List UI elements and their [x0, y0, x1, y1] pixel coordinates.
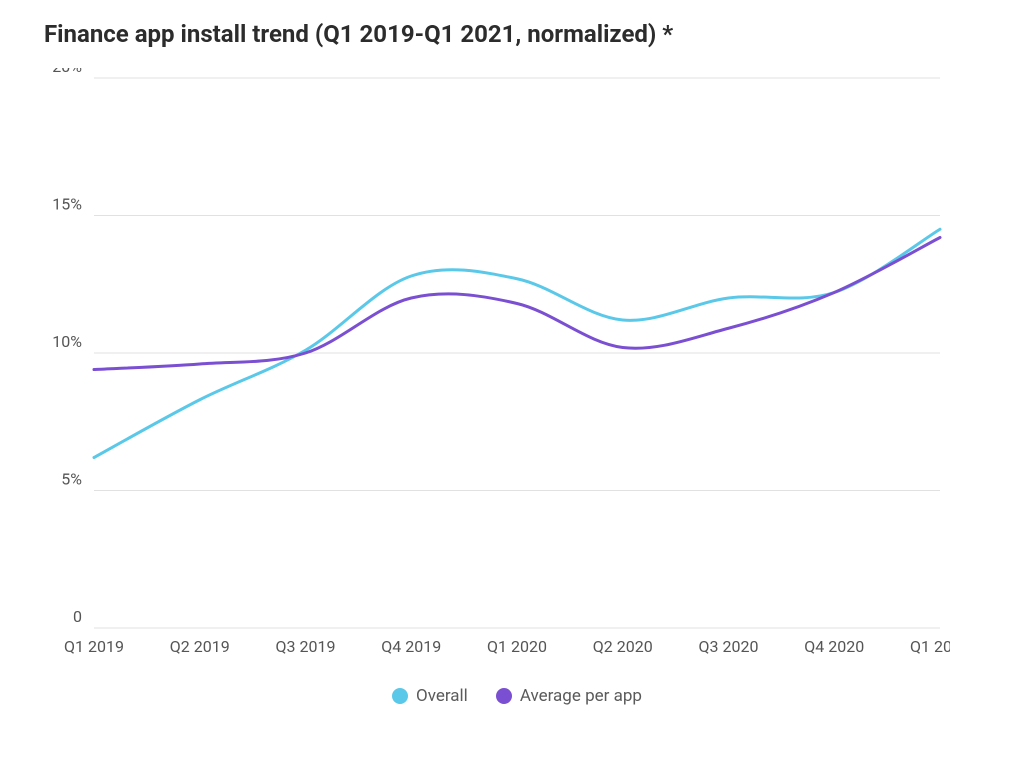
svg-text:5%: 5% — [61, 470, 82, 489]
svg-text:Q1 2020: Q1 2020 — [487, 637, 547, 656]
svg-text:Q4 2020: Q4 2020 — [804, 637, 864, 656]
legend-item-overall: Overall — [392, 686, 468, 706]
legend-label-overall: Overall — [416, 686, 468, 706]
chart-legend: Overall Average per app — [40, 686, 994, 706]
svg-text:Q3 2019: Q3 2019 — [276, 637, 336, 656]
legend-dot-avg — [496, 688, 512, 704]
svg-text:Q2 2019: Q2 2019 — [170, 637, 230, 656]
chart-title: Finance app install trend (Q1 2019-Q1 20… — [44, 20, 994, 48]
svg-text:20%: 20% — [52, 68, 82, 76]
svg-text:10%: 10% — [52, 332, 82, 351]
svg-text:Q3 2020: Q3 2020 — [699, 637, 759, 656]
svg-text:Q2 2020: Q2 2020 — [593, 637, 653, 656]
line-chart-svg: 0 5% 10% 15% 20% Q1 2019 Q2 2019 Q3 2019 Q4 2019… — [40, 68, 950, 668]
svg-text:Q4 2019: Q4 2019 — [381, 637, 441, 656]
chart-plot-area: 0 5% 10% 15% 20% Q1 2019 Q2 2019 Q3 2019 Q4 2019… — [40, 68, 994, 668]
svg-text:15%: 15% — [52, 195, 82, 214]
legend-dot-overall — [392, 688, 408, 704]
svg-text:Q1 2021: Q1 2021 — [910, 637, 950, 656]
svg-text:0: 0 — [73, 607, 82, 626]
svg-text:Q1 2019: Q1 2019 — [64, 637, 124, 656]
legend-label-avg: Average per app — [520, 686, 642, 706]
legend-item-avg: Average per app — [496, 686, 642, 706]
